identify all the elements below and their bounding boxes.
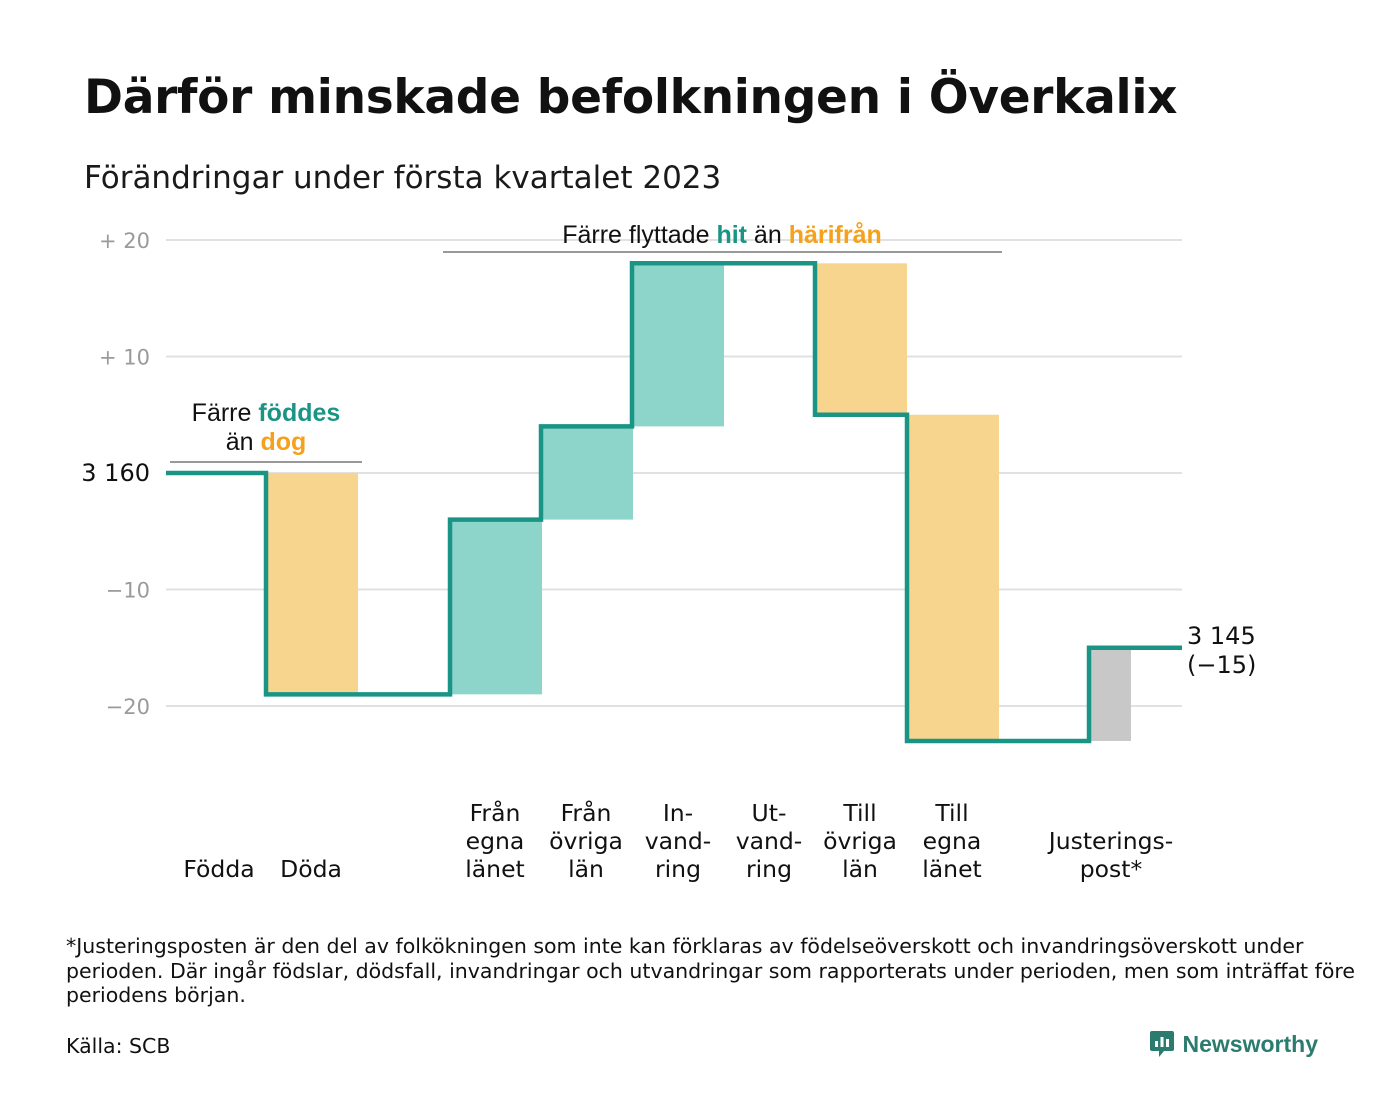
y-tick-label: −20	[106, 695, 150, 719]
x-category-label: länet	[922, 855, 982, 883]
annotation-segment: än	[747, 221, 789, 249]
x-category-label: Från	[470, 799, 521, 827]
annotation-segment: Färre flyttade	[562, 221, 716, 249]
x-category-label: Från	[561, 799, 612, 827]
waterfall-bar	[632, 263, 724, 427]
annotation-segment: dog	[260, 428, 306, 456]
waterfall-bar	[541, 426, 633, 520]
annotation-segment: Färre	[192, 399, 259, 427]
footnote: *Justeringsposten är den del av folkökni…	[66, 934, 1355, 1007]
chart-title: Därför minskade befolkningen i Överkalix	[84, 70, 1178, 125]
x-category-label: vand-	[736, 827, 803, 855]
x-category-label: övriga	[823, 827, 897, 855]
brand-name: Newsworthy	[1182, 1030, 1318, 1057]
waterfall-bar	[1089, 647, 1131, 741]
x-category-label: ring	[655, 855, 701, 883]
x-category-label: Ut-	[752, 799, 787, 827]
waterfall-bar	[907, 414, 999, 741]
cumulative-step-line	[166, 261, 1182, 744]
x-category-label: Födda	[183, 855, 254, 883]
x-category-label: län	[568, 855, 604, 883]
annotation-segment: hit	[716, 221, 747, 249]
brand-logo: Newsworthy	[1149, 1029, 1318, 1059]
annotation-segment: härifrån	[789, 221, 882, 249]
x-category-label: Justerings-	[1047, 827, 1173, 855]
end-change-label: (−15)	[1187, 651, 1256, 679]
x-category-label: egna	[466, 827, 525, 855]
y-tick-label: + 10	[99, 346, 150, 370]
x-category-label: ring	[746, 855, 792, 883]
source-note: Källa: SCB	[66, 1034, 171, 1058]
x-category-label: vand-	[645, 827, 712, 855]
x-category-label: In-	[663, 799, 693, 827]
annotation-segment: än	[226, 428, 261, 456]
y-tick-label: + 20	[99, 229, 150, 253]
chart-subtitle: Förändringar under första kvartalet 2023	[84, 160, 722, 196]
waterfall-bar	[266, 473, 358, 695]
x-category-label: län	[842, 855, 878, 883]
x-category-label: länet	[465, 855, 525, 883]
start-value-label: 3 160	[81, 459, 150, 487]
x-category-label: Döda	[280, 855, 342, 883]
x-category-label: Till	[934, 799, 968, 827]
x-category-label: övriga	[549, 827, 623, 855]
waterfall-bar	[450, 519, 542, 695]
waterfall-bar	[815, 263, 907, 415]
x-category-label: egna	[923, 827, 982, 855]
y-tick-label: −10	[106, 579, 150, 603]
x-category-label: post*	[1080, 855, 1143, 883]
annotation-text: Färre föddes	[192, 399, 341, 427]
end-value-label: 3 145	[1187, 622, 1256, 650]
annotation-text: än dog	[226, 428, 307, 456]
newsworthy-logo-icon	[1149, 1031, 1174, 1057]
annotation-segment: föddes	[258, 399, 340, 427]
annotation-text: Färre flyttade hit än härifrån	[562, 221, 882, 249]
x-category-label: Till	[842, 799, 876, 827]
